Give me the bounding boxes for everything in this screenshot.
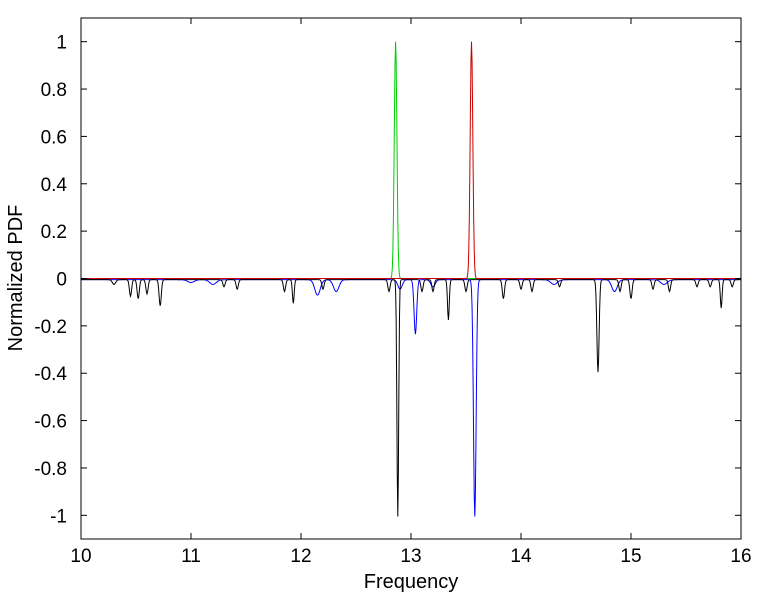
y-tick-label: -1 bbox=[50, 506, 67, 527]
x-tick-label: 16 bbox=[730, 546, 751, 567]
x-tick-label: 10 bbox=[70, 546, 91, 567]
x-tick-label: 12 bbox=[290, 546, 311, 567]
y-tick-label: -0.8 bbox=[34, 459, 67, 480]
y-tick-label: 0.6 bbox=[41, 127, 67, 148]
x-axis-label: Frequency bbox=[364, 571, 459, 593]
plot-frame bbox=[80, 17, 742, 540]
x-tick-label: 15 bbox=[620, 546, 641, 567]
y-tick-label: 0 bbox=[56, 270, 67, 291]
y-tick-label: -0.6 bbox=[34, 412, 67, 433]
x-tick-label: 14 bbox=[510, 546, 532, 567]
series-line-4 bbox=[81, 279, 741, 517]
y-axis-label: Normalized PDF bbox=[5, 205, 27, 352]
x-tick-label: 11 bbox=[181, 546, 201, 567]
y-tick-label: -0.2 bbox=[34, 317, 67, 338]
y-tick-label: 1 bbox=[56, 33, 67, 54]
y-tick-label: -0.4 bbox=[34, 364, 67, 385]
tick-layer: 10 11 12 13 14 15 16 1 0.8 0.6 0.4 0.2 0 -0.2 -0.4 -0.6… bbox=[34, 18, 752, 567]
y-tick-label: 0.4 bbox=[41, 175, 68, 196]
y-tick-label: 0.8 bbox=[41, 80, 67, 101]
y-tick-label: 0.2 bbox=[41, 222, 67, 243]
x-tick-label: 13 bbox=[400, 546, 421, 567]
series-line-2 bbox=[81, 41, 741, 279]
series-layer bbox=[81, 41, 741, 517]
